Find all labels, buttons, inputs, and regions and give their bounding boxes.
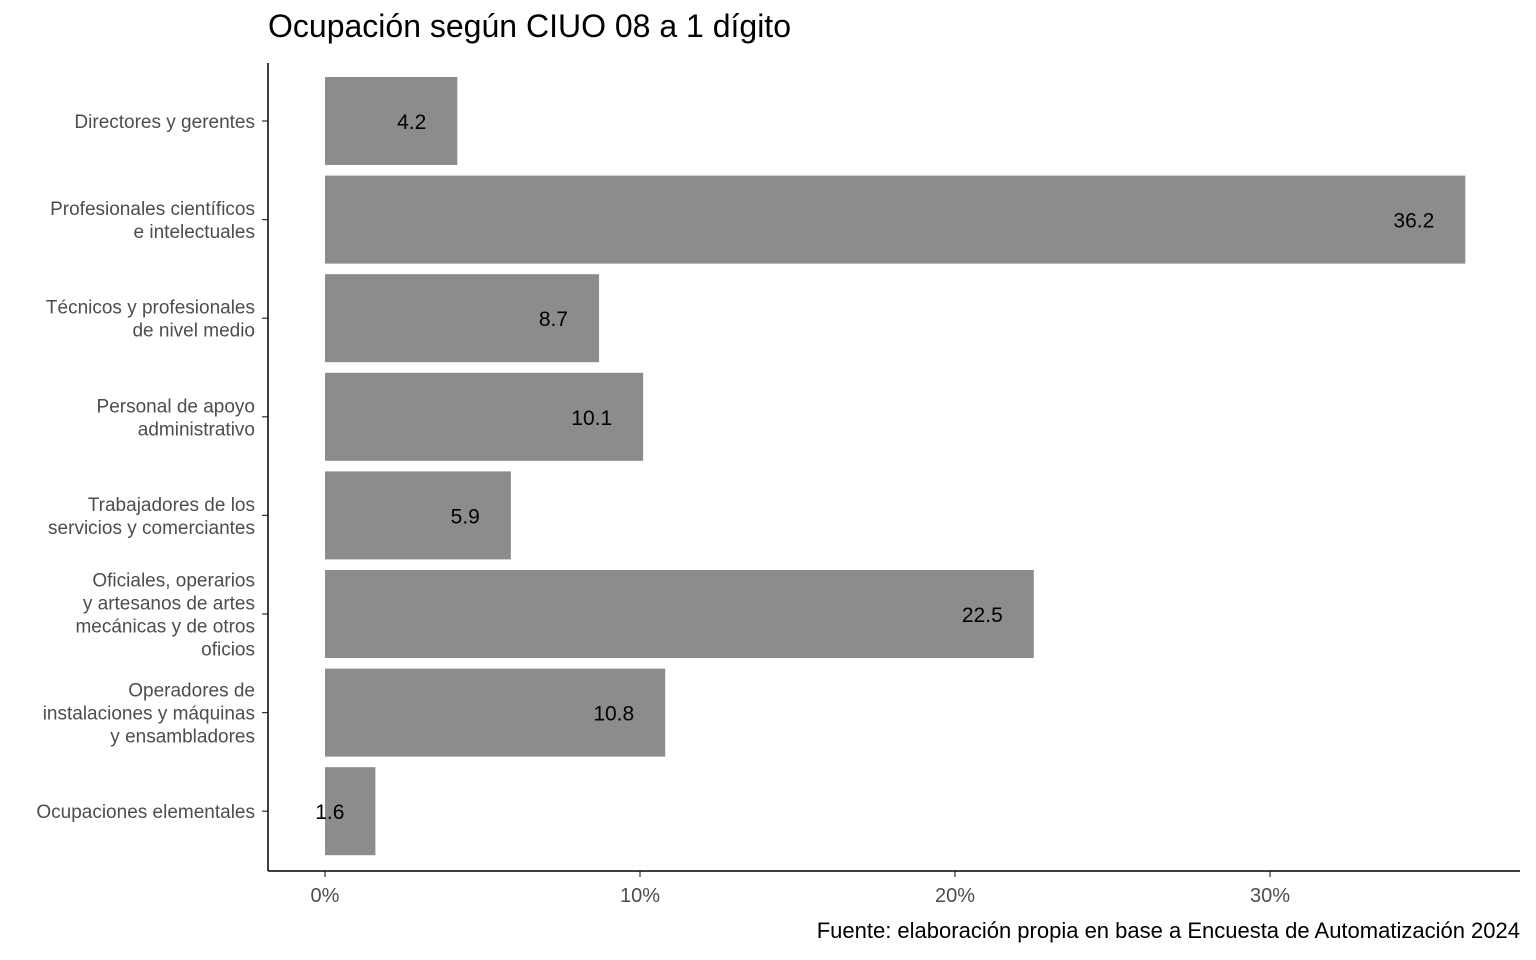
x-tick-label-0: 0% <box>311 885 340 907</box>
bar-personal-de-apoyo-administrativo <box>325 372 644 461</box>
category-label-personal-de-apoyo-administrativo: Personal de apoyo administrativo <box>97 396 255 440</box>
data-label-oficiales-operarios-y-artesanos-de-artes-mecanicas-y-de-otros-oficios: 22.5 <box>962 604 1003 627</box>
bar-profesionales-cientificos-e-intelectuales <box>325 175 1466 264</box>
category-label-tecnicos-y-profesionales-de-nivel-medio: Técnicos y profesionales de nivel medio <box>46 298 255 342</box>
data-label-directores-y-gerentes: 4.2 <box>397 111 426 134</box>
data-label-tecnicos-y-profesionales-de-nivel-medio: 8.7 <box>539 308 568 331</box>
data-label-profesionales-cientificos-e-intelectuales: 36.2 <box>1393 210 1434 233</box>
bar-tecnicos-y-profesionales-de-nivel-medio <box>325 274 600 363</box>
x-tick-label-20: 20% <box>935 885 975 907</box>
category-label-profesionales-cientificos-e-intelectuales: Profesionales científicos e intelectuales <box>50 199 255 243</box>
chart-title: Ocupación según CIUO 08 a 1 dígito <box>268 8 791 44</box>
bar-trabajadores-de-los-servicios-y-comerciantes <box>325 471 511 560</box>
bar-operadores-de-instalaciones-y-maquinas-y-ensambladores <box>325 668 666 757</box>
bar-ocupaciones-elementales <box>325 767 376 856</box>
category-label-ocupaciones-elementales: Ocupaciones elementales <box>36 802 255 823</box>
data-label-personal-de-apoyo-administrativo: 10.1 <box>571 407 612 430</box>
x-axis-ticks: 0% 10% 20% 30% <box>311 871 1290 907</box>
data-label-operadores-de-instalaciones-y-maquinas-y-ensambladores: 10.8 <box>593 703 634 726</box>
x-tick-label-30: 30% <box>1250 885 1290 907</box>
x-tick-label-10: 10% <box>620 885 660 907</box>
category-label-oficiales-operarios-y-artesanos-de-artes-mecanicas-y-de-otros-oficios: Oficiales, operarios y artesanos de artes… <box>75 571 255 661</box>
chart-caption: Fuente: elaboración propia en base a Enc… <box>816 918 1520 943</box>
y-axis-labels: Directores y gerentes Profesionales cient… <box>36 112 268 823</box>
data-label-ocupaciones-elementales: 1.6 <box>315 801 344 824</box>
category-label-operadores-de-instalaciones-y-maquinas-y-ensambladores: Operadores de instalaciones y máquinas y e… <box>43 681 255 748</box>
data-label-trabajadores-de-los-servicios-y-comerciantes: 5.9 <box>451 505 480 528</box>
bar-oficiales-operarios-y-artesanos-de-artes-mecanicas-y-de-otros-oficios <box>325 570 1034 658</box>
bars-group: 4.2 36.2 8.7 10.1 5.9 22.5 10.8 1.6 <box>315 77 1466 856</box>
category-label-directores-y-gerentes: Directores y gerentes <box>74 112 255 133</box>
bar-directores-y-gerentes <box>325 77 458 165</box>
category-label-trabajadores-de-los-servicios-y-comerciantes: Trabajadores de los servicios y comercian… <box>48 495 255 539</box>
